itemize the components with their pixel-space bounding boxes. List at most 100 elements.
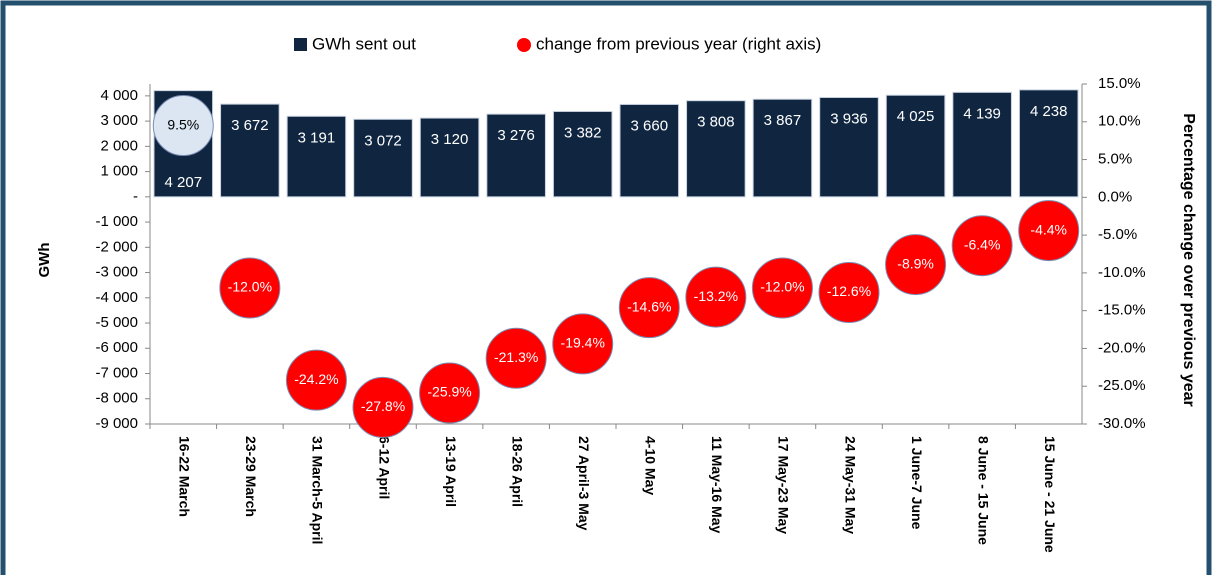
y-tick-label: 4 000 bbox=[100, 87, 138, 104]
bar-label: 3 672 bbox=[231, 117, 269, 134]
bubble bbox=[885, 234, 947, 296]
bubble bbox=[219, 257, 281, 319]
x-tick-label: 23-29 March bbox=[243, 436, 259, 517]
bubble-label: -12.0% bbox=[228, 279, 272, 295]
y2-tick-label: -30.0% bbox=[1098, 415, 1146, 432]
bar bbox=[353, 118, 413, 198]
y-tick-label: 3 000 bbox=[100, 112, 138, 129]
legend-swatch bbox=[517, 38, 531, 52]
y-tick-label: - bbox=[133, 188, 138, 205]
bubble-label: 9.5% bbox=[167, 116, 199, 132]
x-tick-label: 18-26 April bbox=[509, 436, 525, 507]
bar-label: 3 660 bbox=[631, 117, 669, 134]
bubble bbox=[818, 262, 880, 324]
bubble bbox=[685, 266, 747, 328]
bubble bbox=[285, 349, 347, 411]
bubble-label: -25.9% bbox=[427, 384, 471, 400]
bubble-label: -12.6% bbox=[827, 283, 871, 299]
x-tick-label: 1 June-7 June bbox=[909, 436, 925, 530]
y-tick-label: 1 000 bbox=[100, 163, 138, 180]
bar-label: 4 238 bbox=[1030, 103, 1068, 120]
y-axis-title: GWh bbox=[36, 243, 53, 278]
y2-tick-label: 5.0% bbox=[1098, 151, 1132, 168]
y2-tick-label: -20.0% bbox=[1098, 339, 1146, 356]
y2-tick-label: 10.0% bbox=[1098, 113, 1141, 130]
y-tick-label: -7 000 bbox=[95, 364, 138, 381]
bubble-label: -21.3% bbox=[494, 349, 538, 365]
y2-tick-label: 15.0% bbox=[1098, 75, 1141, 92]
bubble bbox=[352, 376, 414, 438]
x-tick-label: 13-19 April bbox=[443, 436, 459, 507]
bar bbox=[419, 117, 480, 198]
bubble-label: -4.4% bbox=[1030, 221, 1067, 237]
y-tick-label: -5 000 bbox=[95, 314, 138, 331]
legend-label: GWh sent out bbox=[312, 34, 416, 53]
legend-label: change from previous year (right axis) bbox=[536, 34, 821, 53]
bubble bbox=[419, 362, 481, 424]
bar-label: 3 936 bbox=[830, 110, 868, 127]
bubble-label: -14.6% bbox=[627, 298, 671, 314]
bar-label: 3 808 bbox=[697, 114, 735, 131]
bar bbox=[220, 103, 280, 198]
bubble-label: -8.9% bbox=[897, 255, 934, 271]
y2-tick-label: -15.0% bbox=[1098, 302, 1146, 319]
x-tick-label: 27 April-3 May bbox=[576, 436, 592, 531]
y-tick-label: -4 000 bbox=[95, 289, 138, 306]
bubble-label: -13.2% bbox=[694, 288, 738, 304]
x-tick-label: 16-22 March bbox=[177, 436, 193, 517]
bubble-label: -19.4% bbox=[561, 335, 605, 351]
bar-label: 4 207 bbox=[165, 174, 203, 191]
bubble bbox=[552, 313, 614, 375]
bar bbox=[752, 98, 813, 198]
y2-axis-title: Percentage change over previous year bbox=[1180, 113, 1197, 406]
y2-tick-label: -25.0% bbox=[1098, 377, 1146, 394]
x-tick-label: 15 June - 21 June bbox=[1042, 436, 1058, 553]
x-tick-label: 31 March-5 April bbox=[310, 436, 326, 544]
bubble-label: -24.2% bbox=[294, 371, 338, 387]
bubble bbox=[951, 215, 1013, 277]
y-tick-label: -6 000 bbox=[95, 339, 138, 356]
y-tick-label: -2 000 bbox=[95, 238, 138, 255]
bar bbox=[286, 115, 347, 198]
bar bbox=[686, 100, 746, 198]
x-tick-label: 6-12 April bbox=[376, 436, 392, 499]
bar-label: 3 072 bbox=[364, 132, 402, 149]
bar-label: 4 139 bbox=[963, 105, 1001, 122]
y-tick-label: 2 000 bbox=[100, 137, 138, 154]
bar bbox=[1018, 89, 1079, 198]
bubble-label: -12.0% bbox=[760, 279, 804, 295]
bar-label: 3 120 bbox=[431, 131, 469, 148]
x-tick-label: 4-10 May bbox=[643, 436, 659, 495]
bar bbox=[952, 91, 1012, 198]
bar-label: 3 867 bbox=[764, 112, 802, 129]
y2-tick-label: -5.0% bbox=[1098, 226, 1137, 243]
bar bbox=[486, 113, 546, 198]
bubble bbox=[485, 327, 547, 389]
bar-label: 3 276 bbox=[497, 127, 535, 144]
x-tick-label: 24 May-31 May bbox=[842, 436, 858, 534]
bubble bbox=[618, 277, 680, 339]
bubble-label: -6.4% bbox=[964, 236, 1001, 252]
bar bbox=[885, 94, 946, 198]
bubble bbox=[1018, 200, 1080, 262]
bar bbox=[619, 103, 680, 198]
y-tick-label: -9 000 bbox=[95, 415, 138, 432]
x-tick-label: 17 May-23 May bbox=[776, 436, 792, 534]
bar bbox=[552, 110, 613, 198]
x-tick-label: 8 June - 15 June bbox=[975, 436, 991, 545]
y2-tick-label: -10.0% bbox=[1098, 264, 1146, 281]
legend-swatch bbox=[294, 38, 307, 51]
bar-label: 4 025 bbox=[897, 108, 935, 125]
y-tick-label: -1 000 bbox=[95, 213, 138, 230]
bar-label: 3 382 bbox=[564, 124, 602, 141]
x-tick-label: 11 May-16 May bbox=[709, 436, 725, 533]
y-tick-label: -3 000 bbox=[95, 264, 138, 281]
bar bbox=[819, 96, 879, 198]
bar-label: 3 191 bbox=[298, 129, 336, 146]
y-tick-label: -8 000 bbox=[95, 390, 138, 407]
y2-tick-label: 0.0% bbox=[1098, 188, 1132, 205]
bubble bbox=[152, 95, 214, 157]
bubble-label: -27.8% bbox=[361, 398, 405, 414]
